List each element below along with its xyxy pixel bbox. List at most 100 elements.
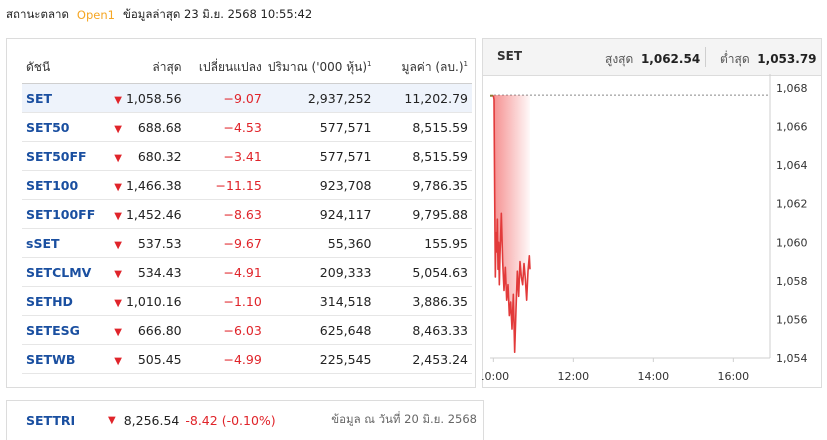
y-tick-label: 1,064 [776,159,808,172]
table-row[interactable]: SETESG ▼ 666.80 −6.03 625,648 8,463.33 [22,315,472,345]
table-row[interactable]: SET50FF ▼ 680.32 −3.41 577,571 8,515.59 [22,141,472,171]
volume-value: 314,518 [265,286,376,316]
down-triangle-icon: ▼ [114,94,122,106]
last-price: 1,010.16 [125,286,186,316]
change-value: −4.91 [185,257,266,287]
settri-row[interactable]: SETTRI ▼ 8,256.54 -8.42 (-0.10%) ข้อมูล … [22,411,477,429]
down-triangle-icon: ▼ [114,123,122,135]
header-divider [705,47,706,67]
table-row[interactable]: sSET ▼ 537.53 −9.67 55,360 155.95 [22,228,472,258]
volume-value: 625,648 [265,315,376,345]
volume-value: 923,708 [265,170,376,200]
down-triangle-icon: ▼ [114,326,122,338]
y-tick-label: 1,060 [776,236,808,249]
down-triangle-icon: ▼ [114,355,122,367]
turnover-value: 155.95 [375,228,472,258]
table-row[interactable]: SET100FF ▼ 1,452.46 −8.63 924,117 9,795.… [22,199,472,229]
volume-value: 55,360 [265,228,376,258]
footnote-mark: 1 [367,59,372,68]
y-tick-label: 1,058 [776,275,808,288]
down-triangle-icon: ▼ [114,239,122,251]
col-header-volume[interactable]: ปริมาณ ('000 หุ้น)1 [265,51,376,84]
down-triangle-icon: ▼ [114,181,122,193]
footnote-mark: 1 [463,59,468,68]
index-table-panel: ดัชนี ล่าสุด เปลี่ยนแปลง ปริมาณ ('000 หุ… [6,38,476,388]
turnover-value: 9,786.35 [375,170,472,200]
change-value: −8.63 [185,199,266,229]
down-triangle-icon: ▼ [114,297,122,309]
y-tick-label: 1,066 [776,121,808,134]
volume-value: 577,571 [265,141,376,171]
last-price: 534.43 [125,257,186,287]
intraday-chart[interactable]: 1,054 1,056 1,058 1,060 1,062 1,064 1,066 1,068… [482,74,822,386]
x-tick-label: 12:00 [557,370,589,383]
index-name-link[interactable]: SET50 [22,112,107,142]
last-updated-text: ข้อมูลล่าสุด 23 มิ.ย. 2568 10:55:42 [122,7,313,21]
change-value: −1.10 [185,286,266,316]
last-price: 505.45 [125,344,186,374]
y-tick-label: 1,062 [776,198,808,211]
col-header-value[interactable]: มูลค่า (ลบ.)1 [375,51,472,84]
change-value: −11.15 [185,170,266,200]
col-header-name[interactable]: ดัชนี [22,51,107,84]
series-area [493,95,530,353]
table-row[interactable]: SET ▼ 1,058.56 −9.07 2,937,252 11,202.79 [22,83,472,113]
col-header-last[interactable]: ล่าสุด [125,51,186,84]
market-status-label: สถานะตลาด [6,7,69,21]
change-value: −6.03 [185,315,266,345]
chart-symbol: SET [497,49,523,63]
last-price: 1,452.46 [125,199,186,229]
volume-value: 209,333 [265,257,376,287]
last-price: 680.32 [125,141,186,171]
index-name-link[interactable]: SET [22,83,107,113]
table-row[interactable]: SETWB ▼ 505.45 −4.99 225,545 2,453.24 [22,344,472,374]
down-triangle-icon: ▼ [114,210,122,222]
volume-value: 225,545 [265,344,376,374]
down-triangle-icon: ▼ [108,414,116,426]
volume-value: 2,937,252 [265,83,376,113]
settri-as-of: ข้อมูล ณ วันที่ 20 มิ.ย. 2568 [331,412,477,426]
turnover-value: 11,202.79 [375,83,472,113]
table-row[interactable]: SETHD ▼ 1,010.16 −1.10 314,518 3,886.35 [22,286,472,316]
turnover-value: 8,515.59 [375,112,472,142]
settri-change: -8.42 (-0.10%) [185,412,276,428]
down-triangle-icon: ▼ [114,152,122,164]
index-name-link[interactable]: SET100FF [22,199,107,229]
index-table: ดัชนี ล่าสุด เปลี่ยนแปลง ปริมาณ ('000 หุ… [22,51,472,374]
market-state-badge: Open1 [76,8,115,22]
index-name-link[interactable]: SET50FF [22,141,107,171]
turnover-value: 9,795.88 [375,199,472,229]
change-value: −9.07 [185,83,266,113]
x-tick-label: 10:00 [482,370,509,383]
volume-value: 924,117 [265,199,376,229]
chart-panel: SET สูงสุด 1,062.54 ต่ำสุด 1,053.79 [482,38,822,388]
turnover-value: 8,515.59 [375,141,472,171]
market-status-bar: สถานะตลาด Open1 ข้อมูลล่าสุด 23 มิ.ย. 25… [6,6,312,24]
last-price: 537.53 [125,228,186,258]
turnover-value: 8,463.33 [375,315,472,345]
settri-last: 8,256.54 [123,412,180,428]
table-row[interactable]: SET50 ▼ 688.68 −4.53 577,571 8,515.59 [22,112,472,142]
index-name-link[interactable]: sSET [22,228,107,258]
col-header-change[interactable]: เปลี่ยนแปลง [185,51,266,84]
x-tick-label: 14:00 [637,370,669,383]
change-value: −9.67 [185,228,266,258]
change-value: −4.99 [185,344,266,374]
turnover-value: 2,453.24 [375,344,472,374]
index-name-link[interactable]: SETWB [22,344,107,374]
table-row[interactable]: SET100 ▼ 1,466.38 −11.15 923,708 9,786.3… [22,170,472,200]
series-line [492,95,531,354]
index-name-link[interactable]: SET100 [22,170,107,200]
change-value: −3.41 [185,141,266,171]
index-name-link[interactable]: SETCLMV [22,257,107,287]
table-row[interactable]: SETCLMV ▼ 534.43 −4.91 209,333 5,054.63 [22,257,472,287]
last-price: 666.80 [125,315,186,345]
turnover-value: 3,886.35 [375,286,472,316]
settri-name-link[interactable]: SETTRI [26,412,76,428]
day-low: ต่ำสุด 1,053.79 [720,52,817,66]
table-header-row: ดัชนี ล่าสุด เปลี่ยนแปลง ปริมาณ ('000 หุ… [22,51,472,84]
index-name-link[interactable]: SETHD [22,286,107,316]
index-name-link[interactable]: SETESG [22,315,107,345]
last-price: 1,466.38 [125,170,186,200]
chart-header: SET สูงสุด 1,062.54 ต่ำสุด 1,053.79 [483,39,821,76]
